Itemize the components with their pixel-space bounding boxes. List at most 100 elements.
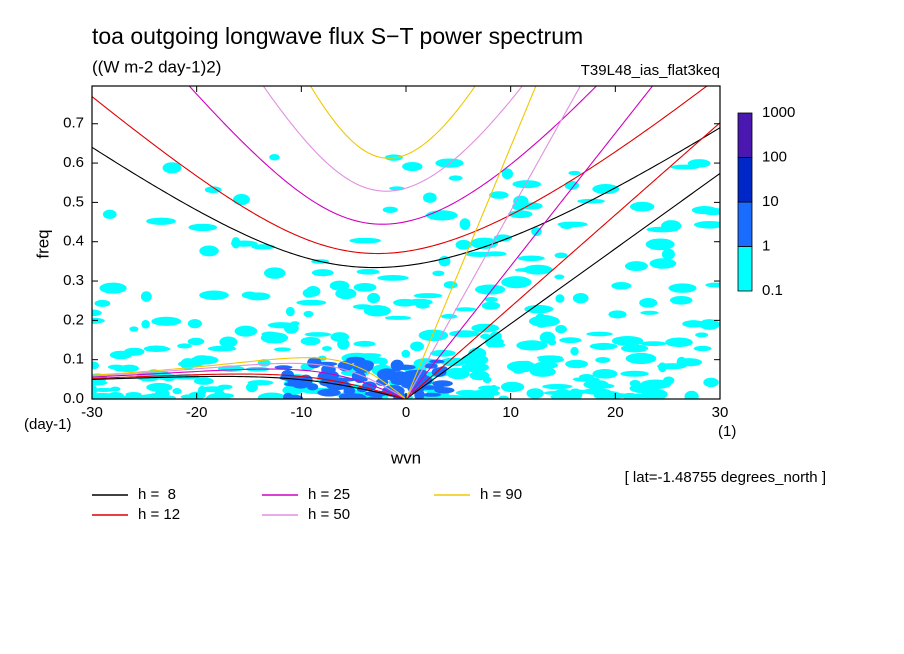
rossby-curve (92, 357, 407, 399)
contour-patch (639, 298, 658, 308)
contour-patch (247, 379, 274, 386)
contour-patch (592, 369, 618, 379)
kelvin-curve (405, 122, 720, 399)
run-label: T39L48_ias_flat3keq (581, 62, 720, 79)
annotation: [ lat=-1.48755 degrees_north ] (625, 469, 826, 486)
contour-patch (141, 319, 150, 329)
contour-patch (432, 270, 445, 277)
y-tick-label: 0.7 (63, 115, 84, 132)
contour-patch (498, 395, 509, 399)
contour-patch (489, 191, 509, 199)
contour-patch (459, 218, 471, 231)
y-tick-label: 0.5 (63, 193, 84, 210)
contour-patch (382, 206, 398, 213)
contour-patch (501, 276, 532, 289)
contour-patch (493, 234, 512, 242)
contour-patch (474, 284, 506, 295)
contour-patch (311, 269, 334, 277)
x-tick-label: -30 (81, 404, 103, 421)
ig-curve (309, 86, 476, 159)
contour-patch (577, 198, 605, 204)
contour-patch (439, 394, 467, 399)
contour-patch (194, 355, 210, 360)
contour-patch (595, 357, 611, 364)
colorbar-box (737, 201, 753, 247)
contour-patch (446, 368, 470, 380)
colorbar-box (737, 112, 753, 158)
contour-patch (345, 356, 366, 364)
contour-patch (177, 343, 192, 349)
contour-patch (204, 186, 222, 194)
contour-patch (107, 391, 124, 399)
contour-patch (705, 282, 720, 288)
contour-patch (376, 368, 397, 381)
contour-patch (337, 338, 350, 350)
ig-curve (262, 86, 523, 192)
contour-patch (524, 304, 554, 314)
x-tick-label: 20 (607, 404, 624, 421)
contour-patch (586, 331, 613, 337)
contour-patch (555, 294, 565, 303)
colorbar-box (737, 157, 753, 203)
contour-patch (455, 239, 472, 250)
contour-patch (611, 335, 644, 346)
contour-patch (233, 193, 250, 206)
contour-patch (188, 223, 218, 232)
contour-patch (625, 352, 657, 365)
contour-patch (535, 318, 548, 328)
contour-patch (129, 326, 139, 332)
contour-patch (406, 376, 430, 383)
contour-patch (658, 362, 667, 373)
contour-patch (501, 382, 516, 392)
contour-patch (516, 340, 548, 351)
contour-patch (454, 307, 477, 312)
contour-patch (440, 313, 458, 319)
contour-patch (620, 344, 649, 353)
contour-patch (555, 325, 567, 334)
contour-patch (302, 288, 316, 298)
contour-patch (193, 377, 214, 385)
contour-patch (592, 184, 620, 195)
contour-patch (109, 350, 132, 360)
contour-patch (418, 329, 449, 342)
contour-patch (640, 310, 659, 315)
chart-title: toa outgoing longwave flux S−T power spe… (92, 23, 583, 49)
contour-patch (438, 255, 451, 267)
contour-patch (234, 325, 258, 337)
ig-curve (92, 127, 720, 269)
colorbar-label: 0.1 (762, 282, 783, 299)
y-tick-label: 0.4 (63, 233, 84, 250)
contour-patch (608, 310, 627, 319)
colorbar-label: 1000 (762, 104, 795, 121)
contour-patch (187, 337, 205, 346)
rossby-curve (92, 368, 407, 399)
contour-patch (102, 209, 117, 219)
contour-patch (594, 343, 611, 351)
contour-patch (162, 162, 182, 174)
contour-patch (214, 387, 223, 398)
contour-patch (413, 293, 443, 299)
contour-patch (99, 282, 127, 294)
contour-patch (582, 388, 611, 395)
x-tick-label: 10 (502, 404, 519, 421)
contour-patch (668, 283, 697, 293)
colorbar-label: 100 (762, 148, 787, 165)
contour-patch (177, 360, 204, 368)
legend-label: h = 8 (138, 486, 176, 503)
contour-patch (92, 387, 115, 392)
contour-patch (480, 333, 491, 340)
contour-patch (302, 338, 316, 345)
contour-patch (590, 383, 615, 389)
contour-patch (461, 362, 489, 373)
y-axis-label: freq (33, 229, 52, 258)
x-tick-label: 0 (402, 404, 410, 421)
contour-patch (423, 192, 437, 203)
contour-patch (274, 365, 293, 370)
contour-patch (430, 349, 456, 357)
contour-patch (682, 320, 705, 328)
y-tick-label: 0.3 (63, 272, 84, 289)
contour-patch (565, 359, 588, 369)
contour-patch (251, 244, 276, 250)
contour-patch (435, 383, 445, 394)
contour-patch (269, 153, 280, 161)
